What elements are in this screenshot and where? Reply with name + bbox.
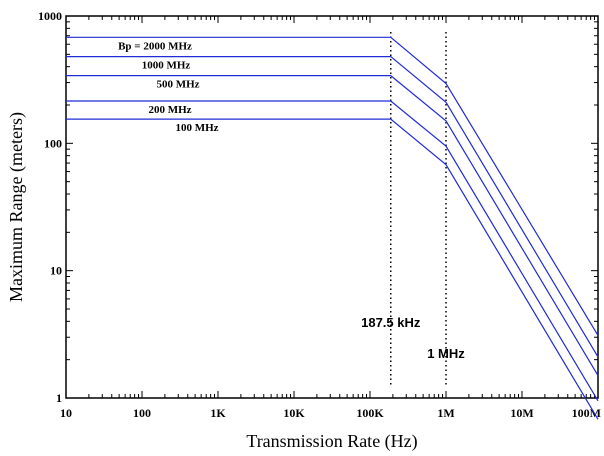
x-tick-label: 1M bbox=[437, 406, 454, 420]
series-line bbox=[66, 75, 599, 376]
vertical-marker-label: 187.5 kHz bbox=[361, 315, 421, 330]
series-label: 100 MHz bbox=[175, 122, 218, 134]
plot-frame bbox=[65, 15, 599, 399]
x-tick-label: 10M bbox=[510, 406, 533, 420]
y-tick-label: 10 bbox=[50, 264, 62, 278]
x-tick-label: 1K bbox=[210, 406, 226, 420]
series-lines bbox=[66, 36, 599, 420]
x-axis-title: Transmission Rate (Hz) bbox=[246, 431, 417, 452]
x-tick-label: 100K bbox=[356, 406, 384, 420]
series-label: 200 MHz bbox=[148, 104, 191, 116]
vertical-marker-label: 1 MHz bbox=[427, 346, 465, 361]
x-tick-label: 10K bbox=[283, 406, 305, 420]
y-tick-label: 1000 bbox=[38, 9, 62, 23]
series-line bbox=[66, 55, 599, 358]
series-label: 500 MHz bbox=[156, 79, 199, 91]
y-tick-label: 100 bbox=[44, 136, 62, 150]
series-label: 1000 MHz bbox=[142, 60, 191, 72]
x-tick-label: 100 bbox=[133, 406, 151, 420]
series-line bbox=[66, 100, 599, 402]
series-labels: Bp = 2000 MHz 1000 MHz 500 MHz 200 MHz 100 M… bbox=[118, 40, 219, 134]
x-tick-label: 100M bbox=[572, 406, 601, 420]
vertical-markers: 187.5 kHz 1 MHz bbox=[361, 32, 465, 387]
y-tick-label: 1 bbox=[56, 391, 62, 405]
series-label: Bp = 2000 MHz bbox=[118, 40, 192, 52]
x-tick-label: 10 bbox=[60, 406, 72, 420]
y-axis-title: Maximum Range (meters) bbox=[6, 112, 27, 302]
series-line bbox=[66, 36, 599, 336]
series-line bbox=[66, 118, 599, 420]
